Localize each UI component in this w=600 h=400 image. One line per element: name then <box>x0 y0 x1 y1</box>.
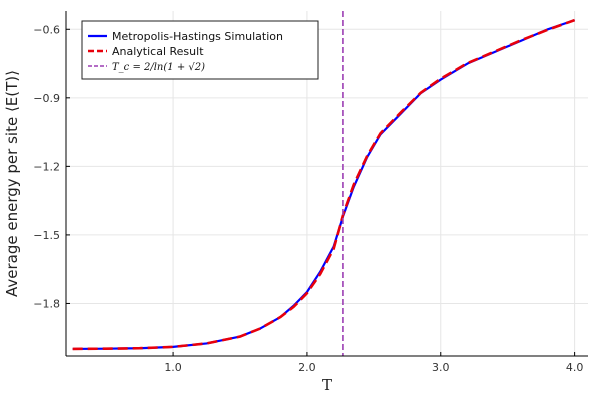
x-tick-label: 2.0 <box>298 361 316 374</box>
x-tick-label: 4.0 <box>566 361 584 374</box>
axes: 1.0 2.0 3.0 4.0 −1.8 −1.5 −1.2 −0.9 −0.6 <box>33 11 588 374</box>
y-tick-label: −0.9 <box>33 92 60 105</box>
x-tick-label: 3.0 <box>432 361 450 374</box>
x-tick-label: 1.0 <box>164 361 182 374</box>
y-tick-label: −1.8 <box>33 297 60 310</box>
x-axis-label: T <box>322 376 332 394</box>
legend-label-simulation: Metropolis-Hastings Simulation <box>112 30 283 43</box>
series-analytical-line <box>72 18 576 351</box>
series-layer <box>72 18 576 351</box>
y-axis-label: Average energy per site ⟨E(T)⟩ <box>3 70 21 297</box>
legend-box <box>81 20 319 80</box>
legend: Metropolis-Hastings Simulation Analytica… <box>81 20 319 80</box>
y-tick-label: −1.5 <box>33 229 60 242</box>
legend-label-critical-temperature: T_c = 2/ln(1 + √2) <box>112 62 205 73</box>
y-tick-label: −1.2 <box>33 160 60 173</box>
y-tick-label: −0.6 <box>33 23 60 36</box>
legend-label-analytical: Analytical Result <box>112 45 204 58</box>
